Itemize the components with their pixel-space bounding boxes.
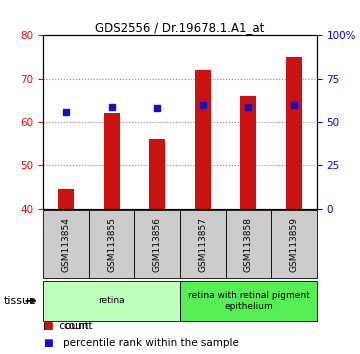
Bar	[43, 210, 89, 278]
Bar	[89, 210, 134, 278]
Text: retina with retinal pigment
epithelium: retina with retinal pigment epithelium	[188, 291, 309, 310]
Bar	[180, 210, 226, 278]
Text: GSM113857: GSM113857	[198, 217, 207, 272]
Text: tissue: tissue	[4, 296, 37, 306]
Text: GSM113855: GSM113855	[107, 217, 116, 272]
Bar	[134, 210, 180, 278]
Text: ■  count: ■ count	[43, 321, 89, 331]
Bar	[104, 113, 120, 209]
Bar	[271, 210, 317, 278]
Text: ■: ■	[43, 338, 53, 348]
Bar	[240, 96, 256, 209]
Text: GSM113856: GSM113856	[153, 217, 162, 272]
Text: GSM113854: GSM113854	[62, 217, 71, 272]
Bar	[180, 280, 317, 321]
Bar	[43, 280, 180, 321]
Text: percentile rank within the sample: percentile rank within the sample	[63, 338, 239, 348]
Bar	[149, 139, 165, 209]
Text: ■: ■	[43, 321, 53, 331]
Bar	[226, 210, 271, 278]
Text: count: count	[63, 321, 93, 331]
Title: GDS2556 / Dr.19678.1.A1_at: GDS2556 / Dr.19678.1.A1_at	[95, 21, 265, 34]
Bar	[58, 189, 74, 209]
Text: retina: retina	[98, 296, 125, 306]
Bar	[286, 57, 302, 209]
Bar	[195, 70, 211, 209]
Text: GSM113859: GSM113859	[289, 217, 298, 272]
Text: GSM113858: GSM113858	[244, 217, 253, 272]
